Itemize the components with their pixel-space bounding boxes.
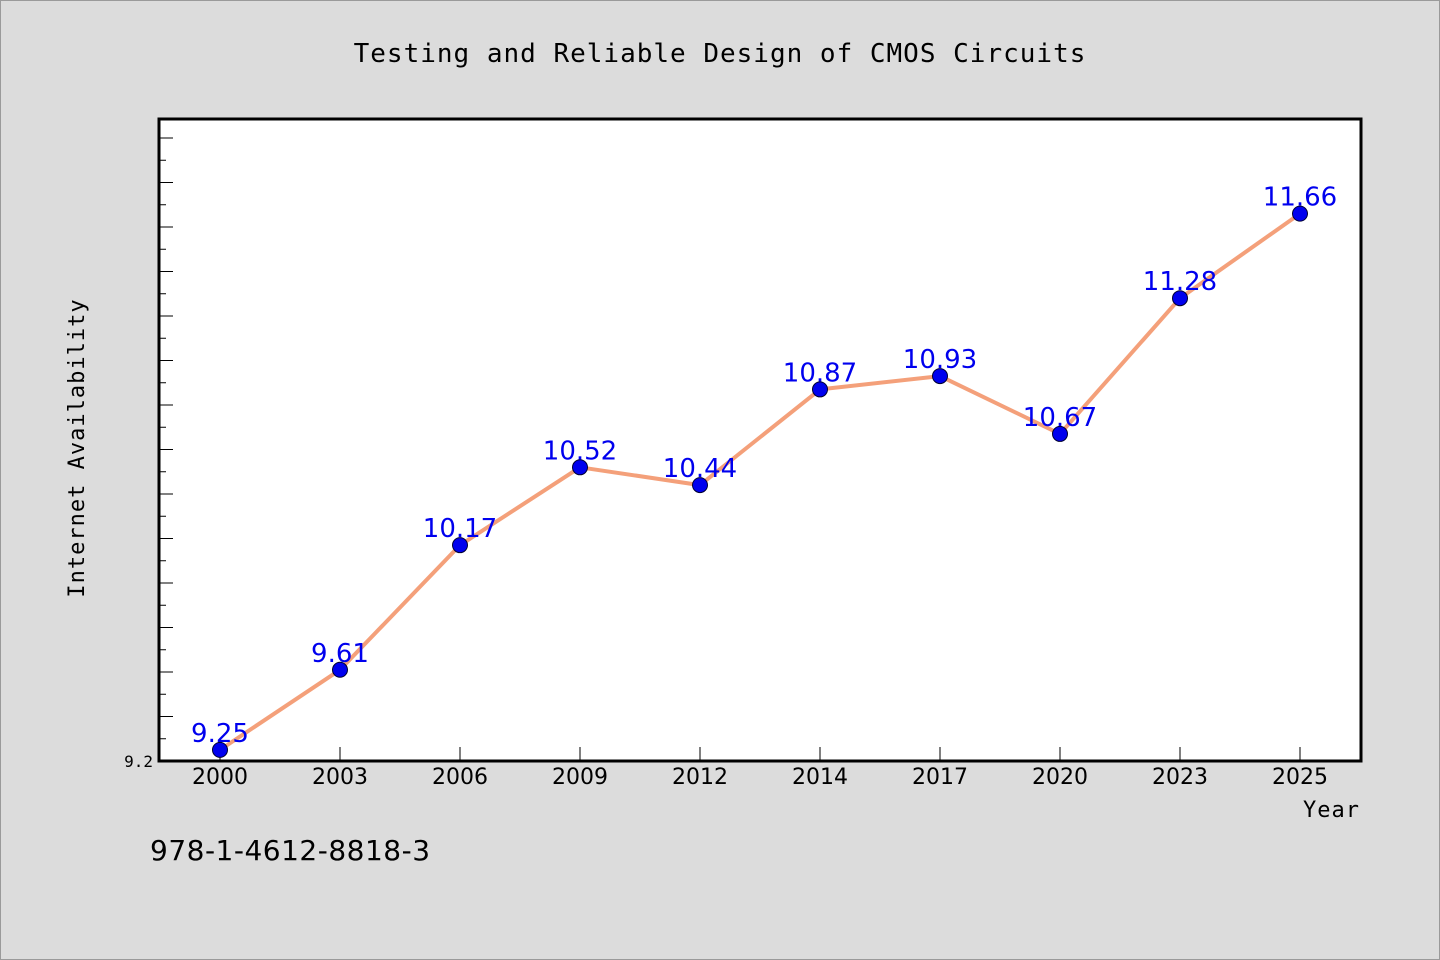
x-tick-label: 2017 xyxy=(912,765,968,790)
data-point-marker xyxy=(692,477,708,494)
data-point-marker xyxy=(812,381,828,398)
series-line xyxy=(218,211,1302,752)
data-label: 9.61 xyxy=(311,639,369,669)
x-tick-label: 2012 xyxy=(672,765,728,790)
data-point-marker xyxy=(332,661,348,678)
x-axis-label: Year xyxy=(1303,798,1360,823)
data-point-marker xyxy=(1172,290,1188,307)
data-label: 11.66 xyxy=(1263,183,1337,213)
y-axis-label: Internet Availability xyxy=(65,298,90,597)
x-tick-label: 2003 xyxy=(312,765,368,790)
data-label: 9.25 xyxy=(191,719,249,749)
y-axis-ticks: 9.2 xyxy=(124,137,173,771)
x-tick-label: 2025 xyxy=(1272,765,1328,790)
series-group xyxy=(212,205,1308,758)
data-labels-group: 9.25 9.61 10.17 10.52 10.44 10.87 10.93 10.67 11… xyxy=(191,183,1337,749)
data-label: 10.93 xyxy=(903,345,977,375)
x-axis-ticks: 2000 2003 2006 2009 2012 2014 2017 2020 2023 2025 xyxy=(192,747,1328,790)
x-tick-label: 2020 xyxy=(1032,765,1088,790)
data-point-marker xyxy=(212,741,228,758)
y-tick-label: 9.2 xyxy=(124,752,153,771)
x-tick-label: 2009 xyxy=(552,765,608,790)
data-point-marker xyxy=(932,368,948,385)
x-tick-label: 2014 xyxy=(792,765,848,790)
data-label: 10.52 xyxy=(543,436,617,466)
data-point-marker xyxy=(1292,205,1308,222)
x-tick-label: 2006 xyxy=(432,765,488,790)
data-label: 10.87 xyxy=(783,358,857,388)
plot-area xyxy=(157,117,1363,763)
data-point-marker xyxy=(1052,425,1068,442)
data-point-marker xyxy=(452,537,468,554)
x-tick-label: 2023 xyxy=(1152,765,1208,790)
x-tick-label: 2000 xyxy=(192,765,248,790)
chart-title: Testing and Reliable Design of CMOS Circ… xyxy=(354,39,1087,69)
data-point-marker xyxy=(572,459,588,476)
data-label: 10.44 xyxy=(663,454,737,484)
data-label: 10.17 xyxy=(423,514,497,544)
data-label: 11.28 xyxy=(1143,267,1217,297)
data-label: 10.67 xyxy=(1023,403,1097,433)
isbn-text: 978-1-4612-8818-3 xyxy=(150,834,431,867)
